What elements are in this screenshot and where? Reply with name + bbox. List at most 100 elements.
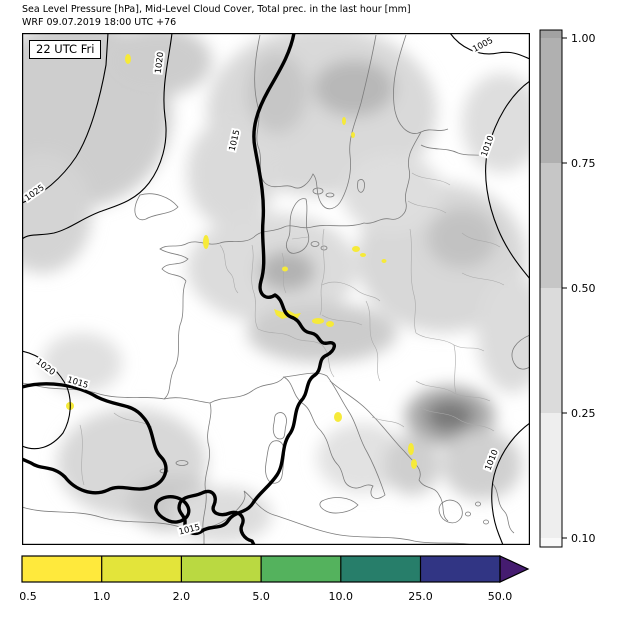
border-path [411,172,451,186]
island [175,460,189,466]
border-path [79,424,85,486]
border-path [461,272,505,286]
precipbar-tick-label: 10.0 [329,590,354,603]
precipbar-tick-label: 0.5 [20,590,37,603]
border-path [371,416,405,428]
border-path [251,244,259,330]
border-path [457,418,495,432]
coastline-path [134,193,179,221]
border-path [281,252,287,294]
lake [312,187,324,195]
isobar-1015-closed-loop [154,495,191,524]
wrf-map-svg: 1020 1015 1025 1005 1010 1010 1020 1015 … [22,33,530,545]
isobar-1010 [491,422,530,545]
precip-spot [203,235,209,249]
border-path [321,314,363,326]
cloudbar-tick-label: 1.00 [571,32,596,45]
precip-spot [360,253,366,257]
cloudbar-tick-label: 0.25 [571,407,596,420]
island [475,501,481,507]
cloud-cover-shading [22,33,530,543]
coastline-path [282,372,386,499]
cloudbar-tick-label: 0.75 [571,157,596,170]
coastline-path [511,334,530,370]
precip-spot [342,117,346,125]
cloudbar-tick-labels: 1.00 0.75 0.50 0.25 0.10 [571,32,596,545]
cloudbar-segment [540,38,562,163]
border-path [319,228,325,316]
isobar-label: 1020 [154,51,167,74]
border-path [291,236,309,240]
isobar-1005 [449,33,530,60]
isobar-1020 [22,350,71,450]
precip-spot [352,246,360,252]
cloudbar-segment [540,538,562,547]
precipbar-tick-label: 50.0 [488,590,513,603]
precipbar-tick-label: 1.0 [93,590,111,603]
isobar-1015-main [177,33,336,545]
precip-spot [326,321,334,327]
cloud-cover-colorbar: 1.00 0.75 0.50 0.25 0.10 [539,29,596,548]
coastline-path [420,144,487,158]
coastline-path [22,490,475,545]
island [320,245,328,251]
border-path [407,200,447,214]
cloudbar-tick-label: 0.10 [571,532,596,545]
precip-spot [282,266,288,272]
island [310,241,320,247]
coastline-path [159,242,189,282]
coastline-path [491,482,515,534]
precipbar-overflow-arrow [500,556,528,582]
precipbar-segment [340,556,421,582]
coastline-path [272,412,287,440]
map-frame [22,33,530,545]
plot-title-line1: Sea Level Pressure [hPa], Mid-Level Clou… [22,4,411,15]
border-path [321,281,381,302]
precip-spot [312,318,324,324]
precip-spot [381,259,387,263]
precip-spot [125,54,131,64]
precipbar-segment [261,556,341,582]
precip-spot [411,459,417,469]
coastline-path [283,222,365,229]
coastline-path [363,131,422,224]
isobar-1020 [22,33,173,240]
map-area: 22 UTC Fri [22,33,530,545]
coastline-path [202,402,212,545]
cloudbar-tick-label: 0.50 [571,282,596,295]
precipbar-arrow-outline [499,555,530,583]
isobar-label: 1005 [471,36,495,55]
coastline-path [209,376,285,404]
coastline-path [357,179,365,193]
precipbar-segment [181,556,262,582]
island [483,519,489,525]
coastline-path [319,497,359,514]
valid-time-label: 22 UTC Fri [29,40,102,59]
precipbar-segment [22,556,102,582]
precip-spot [408,443,414,455]
border-path [219,244,239,294]
border-path [257,328,323,346]
border-path [415,332,485,352]
precipbar-tick-label: 2.0 [173,590,191,603]
cloudbar-ticks [562,37,567,539]
isobar-1025 [22,33,109,204]
country-borders [79,172,505,486]
coastline-path [286,198,310,254]
coastline-path [163,397,211,404]
precipbar-tick-label: 25.0 [408,590,433,603]
border-path [419,406,459,420]
precip-spot [334,412,342,422]
cloudbar-segment [540,163,562,288]
border-path [409,228,417,334]
island [465,511,471,517]
border-path [453,344,457,394]
border-path [461,232,501,248]
precip-spot [351,132,355,138]
border-path [321,344,335,378]
isobars-thick-1015 [22,33,336,545]
border-path [415,380,491,402]
precipbar-segment [101,556,182,582]
isobars-thin [22,33,530,545]
